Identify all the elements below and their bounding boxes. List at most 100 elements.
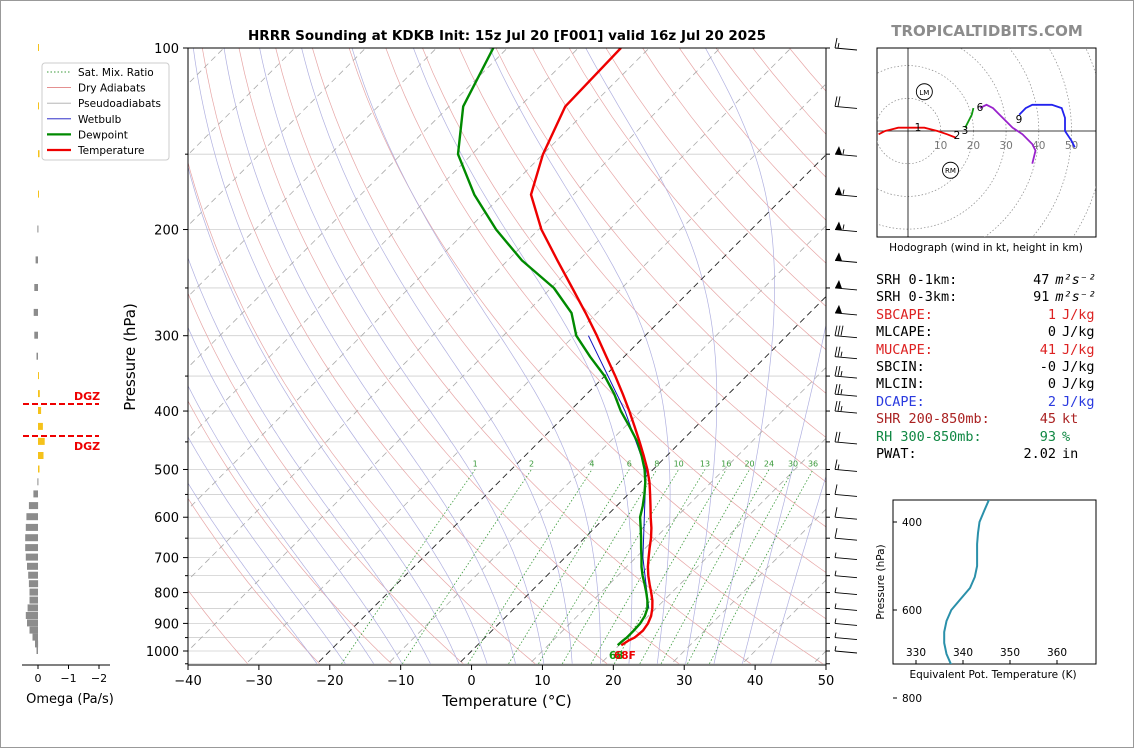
wind-barb: [834, 632, 858, 641]
omega-bar: [35, 256, 38, 264]
omega-bar: [38, 102, 39, 110]
wind-barb: [834, 587, 858, 596]
wind-barb: [834, 365, 858, 379]
dry-adiabat: [348, 48, 826, 620]
moist-adiabat: [188, 436, 346, 664]
stats-value: 91: [1033, 289, 1050, 306]
omega-bar: [37, 478, 39, 486]
wind-barb: [834, 221, 858, 232]
stats-value: 1: [1047, 306, 1056, 323]
moist-adiabat: [413, 48, 633, 664]
isotherm-line: [188, 48, 508, 369]
omega-bar: [38, 422, 43, 430]
stats-label: SBCAPE:: [876, 306, 933, 323]
stats-row: SBCIN: -0 J/kg: [876, 359, 1096, 376]
wind-barb: [834, 507, 858, 520]
omega-bar: [29, 588, 38, 596]
stats-label: PWAT:: [876, 445, 917, 462]
surface-dewpoint-label: 68: [609, 650, 624, 662]
stats-label: RH 300-850mb:: [876, 428, 982, 445]
omega-bar: [38, 437, 45, 445]
dry-adiabat: [275, 48, 752, 665]
stats-value: 45: [1039, 411, 1056, 428]
y-tick-label: 400: [154, 405, 179, 420]
y-tick-label: 100: [154, 42, 179, 57]
isotherm-line: [244, 83, 826, 665]
dry-adiabat: [188, 497, 320, 665]
theta-e-ticks: 330 340 350 360 400 600 800: [893, 517, 1067, 705]
legend-item-label: Dry Adiabats: [78, 83, 146, 95]
theta-e-x-tick-label: 340: [953, 647, 973, 659]
stats-row: SBCAPE: 1 J/kg: [876, 307, 1096, 324]
skewt-ticks: −40 −30 −20 −10 0 10 20 30 40 50 100 200 300 400 500 60…: [146, 42, 834, 689]
moist-adiabat: [705, 48, 775, 664]
dry-adiabat: [532, 48, 826, 394]
omega-bars: [25, 44, 45, 654]
wind-barb: [834, 304, 858, 316]
theta-e-panel: 330 340 350 360 400 600 800 Equivalent Pot. Te…: [875, 499, 1097, 705]
dry-adiabat: [188, 161, 536, 665]
skewt-profiles: [456, 48, 654, 647]
wind-barb: [834, 645, 858, 654]
hodograph-trace: [964, 107, 975, 129]
hodograph-trace: [1018, 103, 1076, 148]
stats-unit: J/kg: [1062, 376, 1095, 393]
hodograph-trace: [979, 103, 1037, 164]
stats-row: PWAT: 2.02 in: [876, 446, 1096, 463]
omega-bar: [25, 612, 38, 619]
storm-motion-marker: [942, 161, 959, 179]
x-tick-label: 30: [676, 674, 693, 689]
x-tick-label: −40: [174, 674, 201, 689]
omega-bar: [32, 633, 38, 641]
y-tick-label: 800: [154, 587, 179, 602]
stats-label: MLCIN:: [876, 376, 925, 393]
omega-bar: [38, 44, 39, 51]
omega-tick-label: −2: [91, 672, 107, 685]
isotherm-line: [188, 48, 792, 652]
moist-adiabat: [770, 474, 826, 664]
omega-tick-label: 0: [35, 672, 42, 685]
omega-bar: [28, 502, 39, 510]
dgz-top-label: DGZ: [74, 390, 100, 403]
theta-e-x-tick-label: 330: [906, 647, 926, 659]
legend-item-label: Dewpoint: [78, 129, 128, 141]
hodograph-ring-label: 20: [967, 140, 980, 152]
stats-unit: in: [1062, 445, 1079, 462]
moist-adiabat: [351, 48, 601, 664]
omega-bar: [35, 640, 39, 648]
dry-adiabat: [201, 48, 608, 665]
stats-label: SRH 0-1km:: [876, 272, 958, 288]
y-tick-label: 900: [154, 617, 179, 632]
wind-barb: [834, 252, 858, 263]
dgz-bottom-label: DGZ: [74, 440, 100, 453]
theta-e-x-tick-label: 350: [1000, 647, 1020, 659]
hodograph-ring-label: 10: [934, 140, 947, 152]
mixing-ratio-label: 30: [788, 459, 798, 468]
x-tick-label: 50: [818, 674, 835, 689]
wind-barb: [834, 400, 858, 414]
hodograph-height-label: 3: [962, 125, 969, 137]
stats-value: 41: [1039, 341, 1056, 358]
mixing-ratio-label: 10: [674, 459, 684, 468]
moist-adiabat: [223, 48, 516, 664]
stats-unit: J/kg: [1062, 306, 1095, 323]
hodograph-trace: [878, 126, 956, 139]
theta-e-y-tick-label: 400: [902, 517, 922, 529]
omega-bar: [28, 580, 39, 588]
mixing-ratio-line: [687, 469, 794, 664]
hodograph-caption: Hodograph (wind in kt, height in km): [889, 242, 1083, 254]
hodograph-ring-label: 50: [1065, 140, 1078, 152]
dry-adiabat: [312, 48, 823, 665]
omega-panel: DGZ DGZ 0 −1 −2 Omega (Pa/s): [22, 44, 114, 707]
chart-title: HRRR Sounding at KDKB Init: 15z Jul 20 […: [248, 28, 766, 44]
stats-value: 2.02: [1023, 445, 1056, 462]
wetbulb-profile: [587, 335, 650, 609]
skewt-xlabel: Temperature (°C): [441, 692, 571, 710]
wind-barbs: [834, 37, 858, 654]
storm-motion-marker: [915, 83, 933, 101]
omega-bar: [33, 308, 38, 316]
hodograph-height-label: 2: [954, 130, 961, 142]
mixing-ratio-label: 24: [764, 459, 774, 468]
brand-text: TROPICALTIDBITS.COM: [891, 22, 1083, 40]
omega-bar: [27, 619, 38, 627]
